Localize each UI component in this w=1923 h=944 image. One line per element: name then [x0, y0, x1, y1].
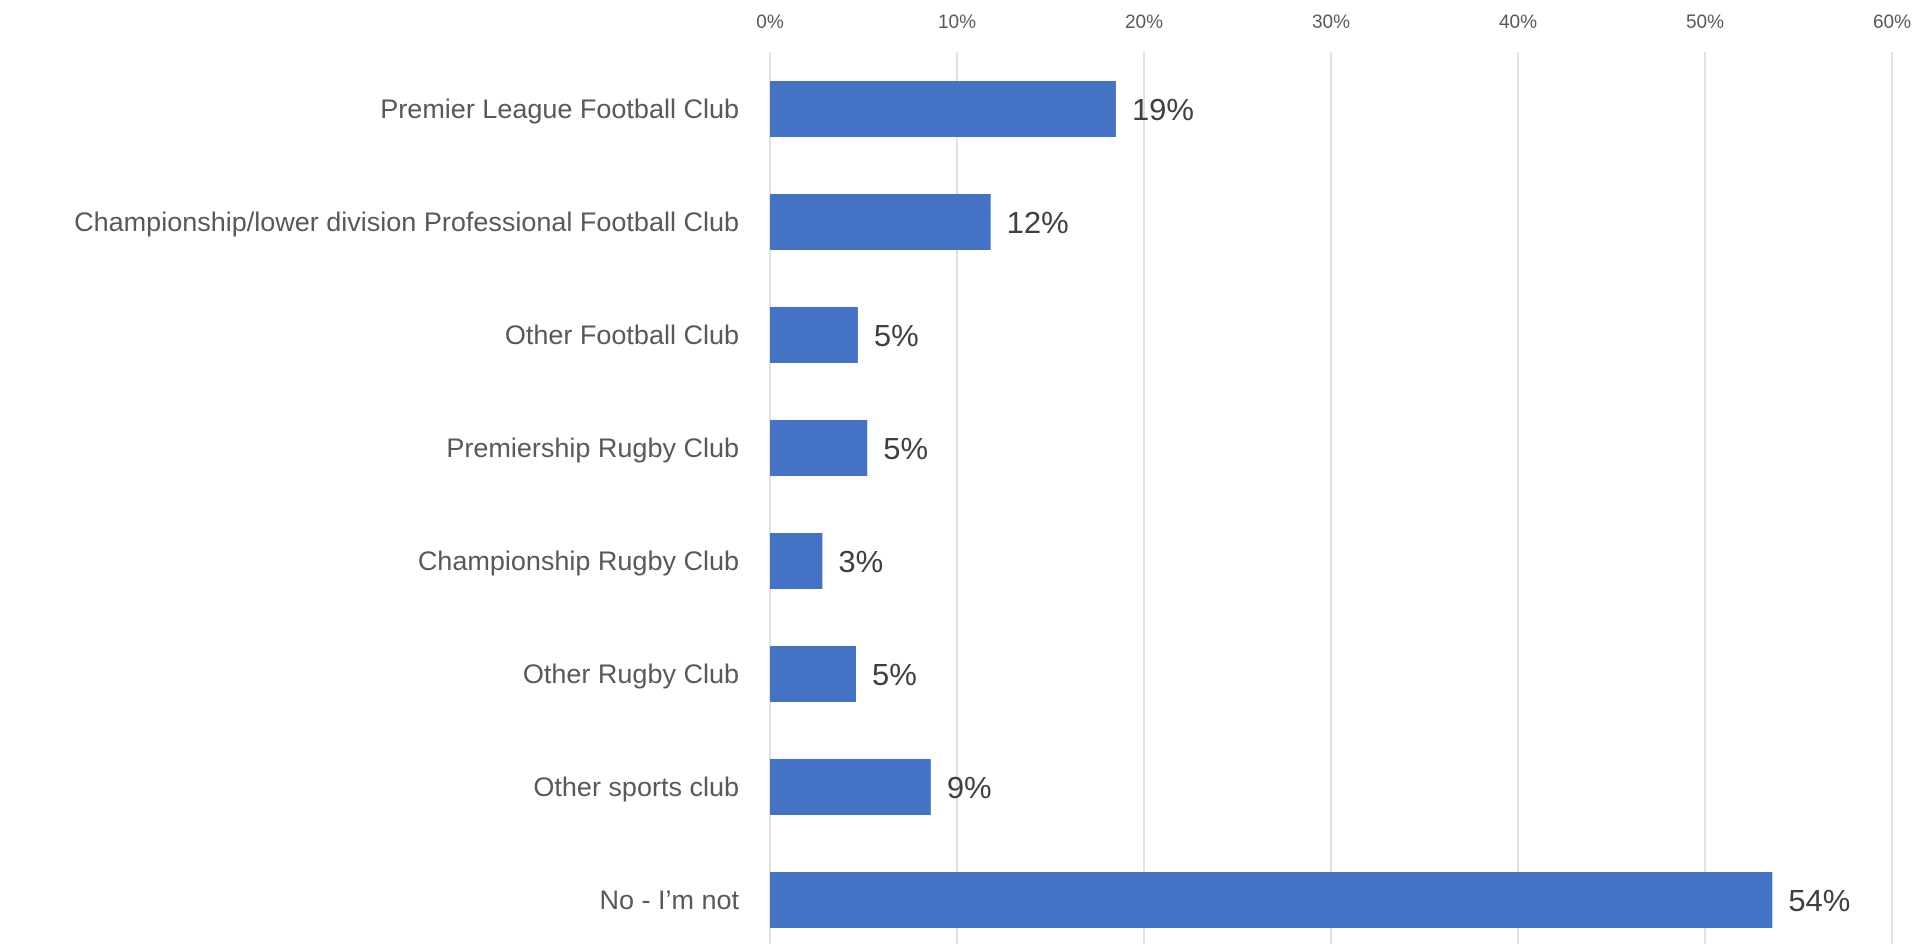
x-axis-tick-labels: 0% 10% 20% 30% 40% 50% 60% [756, 12, 1911, 33]
data-label: 54% [1788, 883, 1850, 918]
category-label: Premiership Rugby Club [446, 433, 739, 463]
category-label: Championship/lower division Professional… [74, 207, 739, 237]
category-label: Championship Rugby Club [418, 546, 739, 576]
bar [770, 420, 868, 476]
x-tick-label: 10% [938, 12, 976, 33]
category-label: Premier League Football Club [380, 94, 739, 124]
bar [770, 872, 1773, 928]
bars [770, 81, 1773, 928]
data-label: 9% [947, 770, 992, 805]
data-label: 3% [838, 544, 883, 579]
x-tick-label: 50% [1686, 12, 1724, 33]
bar [770, 81, 1116, 137]
data-label: 5% [874, 318, 919, 353]
category-label: Other Rugby Club [523, 659, 739, 689]
bar [770, 759, 931, 815]
x-tick-label: 30% [1312, 12, 1350, 33]
data-label: 5% [883, 431, 928, 466]
x-tick-label: 60% [1873, 12, 1911, 33]
category-label: Other Football Club [505, 320, 739, 350]
data-labels: 19% 12% 5% 5% 3% 5% 9% 54% [838, 92, 1850, 918]
gridlines [769, 52, 1893, 944]
x-tick-label: 40% [1499, 12, 1537, 33]
category-label: Other sports club [533, 772, 739, 802]
bar [770, 646, 857, 702]
bar [770, 533, 823, 589]
x-tick-label: 0% [756, 12, 784, 33]
category-label: No - I’m not [599, 885, 739, 915]
x-tick-label: 20% [1125, 12, 1163, 33]
bar [770, 307, 858, 363]
data-label: 5% [872, 657, 917, 692]
data-label: 19% [1132, 92, 1194, 127]
data-label: 12% [1007, 205, 1069, 240]
category-labels: Premier League Football Club Championship… [74, 94, 739, 915]
bar [770, 194, 991, 250]
